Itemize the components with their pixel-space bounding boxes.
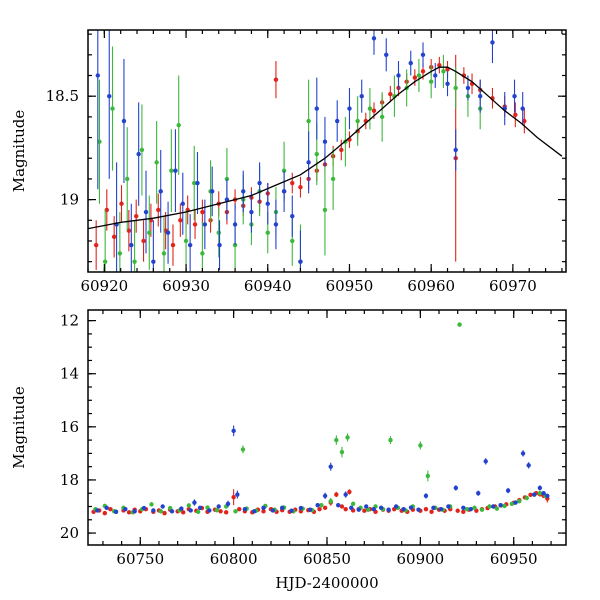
svg-text:12: 12 <box>60 312 79 330</box>
svg-text:20: 20 <box>60 524 79 542</box>
svg-text:60950: 60950 <box>490 550 538 568</box>
svg-text:60920: 60920 <box>80 277 128 295</box>
svg-text:14: 14 <box>60 365 79 383</box>
svg-text:19: 19 <box>60 191 79 209</box>
svg-text:60850: 60850 <box>303 550 351 568</box>
top-panel-svg: 60920 60930 60940 60950 60960 60970 18.5 19 Magn… <box>10 29 567 295</box>
svg-text:Magnitude: Magnitude <box>10 110 28 193</box>
svg-text:HJD-2400000: HJD-2400000 <box>275 574 378 592</box>
svg-text:60950: 60950 <box>326 277 374 295</box>
svg-text:60800: 60800 <box>210 550 258 568</box>
svg-text:60930: 60930 <box>162 277 210 295</box>
svg-text:60960: 60960 <box>407 277 455 295</box>
svg-text:18.5: 18.5 <box>46 87 79 105</box>
svg-text:60750: 60750 <box>116 550 164 568</box>
svg-text:60940: 60940 <box>244 277 292 295</box>
svg-text:60900: 60900 <box>397 550 445 568</box>
svg-text:16: 16 <box>60 418 79 436</box>
bottom-panel-svg: 60750 60800 60850 60900 60950 12 14 16 18 20 Magni… <box>10 309 567 592</box>
svg-text:18: 18 <box>60 471 79 489</box>
svg-text:Magnitude: Magnitude <box>10 386 28 469</box>
svg-text:60970: 60970 <box>489 277 537 295</box>
